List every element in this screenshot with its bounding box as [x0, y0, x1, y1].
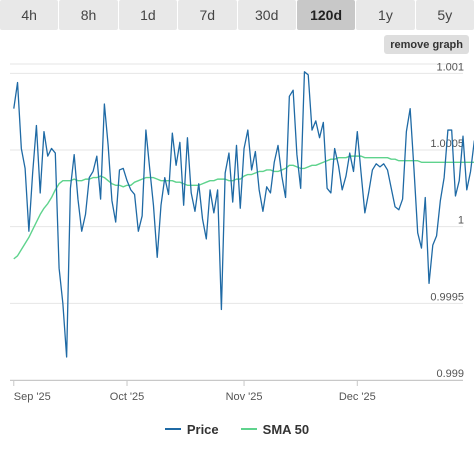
x-tick-label: Oct '25	[110, 391, 145, 403]
range-tab-7d[interactable]: 7d	[178, 0, 237, 30]
y-tick-label: 1	[458, 215, 464, 227]
legend-item-sma-50[interactable]: SMA 50	[240, 421, 310, 437]
x-tick-label: Dec '25	[339, 391, 376, 403]
range-tab-120d[interactable]: 120d	[296, 0, 356, 30]
range-tab-30d[interactable]: 30d	[237, 0, 296, 30]
time-range-tabs: 4h 8h 1d 7d 30d 120d 1y 5y	[0, 0, 474, 30]
range-tab-1y[interactable]: 1y	[356, 0, 415, 30]
range-tab-4h[interactable]: 4h	[0, 0, 59, 30]
legend-swatch	[240, 428, 257, 430]
x-tick-label: Nov '25	[226, 391, 263, 403]
range-tab-8h[interactable]: 8h	[59, 0, 118, 30]
chart-grid	[10, 63, 463, 381]
range-tab-1d[interactable]: 1d	[118, 0, 178, 30]
chart-legend: Price SMA 50	[0, 419, 474, 439]
x-tick-label: Sep '25	[14, 391, 51, 403]
chart-series	[13, 71, 474, 358]
y-tick-label: 0.999	[436, 368, 464, 380]
remove-graph-button[interactable]: remove graph	[384, 35, 469, 54]
legend-label: Price	[186, 421, 219, 437]
series-line-price	[13, 71, 474, 358]
range-tab-5y[interactable]: 5y	[415, 0, 474, 30]
series-line-sma-50	[13, 155, 474, 260]
y-tick-label: 1.001	[436, 61, 464, 73]
legend-label: SMA 50	[262, 421, 310, 437]
legend-item-price[interactable]: Price	[164, 421, 219, 437]
y-tick-label: 0.9995	[430, 291, 464, 303]
legend-swatch	[164, 428, 181, 430]
x-axis: Sep '25 Oct '25 Nov '25 Dec '25	[10, 380, 463, 403]
